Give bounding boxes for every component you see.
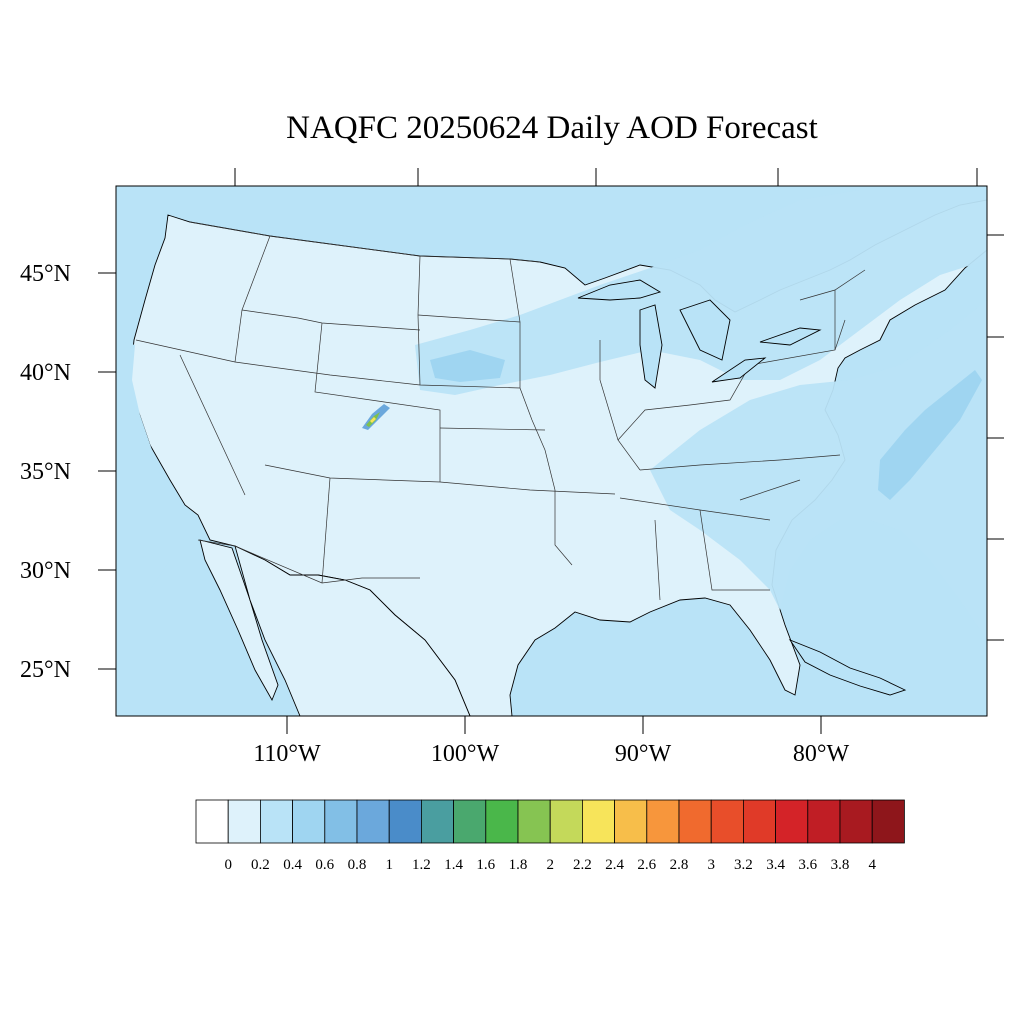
colorbar-label: 3.2 — [734, 857, 753, 873]
lon-label: 110°W — [253, 741, 321, 767]
colorbar-swatch — [453, 799, 487, 844]
colorbar-swatch — [227, 799, 261, 844]
colorbar-swatch — [839, 799, 873, 844]
colorbar-swatch — [614, 799, 648, 844]
colorbar-swatch — [775, 799, 809, 844]
map-frame — [115, 185, 988, 717]
colorbar-swatch — [195, 799, 229, 844]
colorbar-swatch — [807, 799, 841, 844]
colorbar-label: 0 — [224, 857, 232, 873]
lat-label: 30°N — [20, 558, 71, 584]
colorbar-swatch — [710, 799, 744, 844]
colorbar-label: 3 — [707, 857, 715, 873]
colorbar-swatch — [388, 799, 422, 844]
colorbar-label: 1.8 — [509, 857, 528, 873]
colorbar-swatch — [356, 799, 390, 844]
aod-band-north — [415, 190, 987, 395]
lat-label: 35°N — [20, 459, 71, 485]
longitude-labels: 110°W 100°W 90°W 80°W — [253, 741, 849, 767]
colorbar-label: 0.8 — [348, 857, 367, 873]
colorbar-label: 3.6 — [798, 857, 817, 873]
aod-plume-atlantic — [878, 370, 982, 500]
aod-plume-plains — [430, 350, 505, 382]
colorbar-swatch — [549, 799, 583, 844]
mexico-land — [234, 545, 471, 716]
colorbar-swatch — [582, 799, 616, 844]
lon-label: 90°W — [615, 741, 672, 767]
canada-border — [189, 221, 541, 263]
colorbar-label: 1.6 — [476, 857, 495, 873]
colorbar-swatch — [420, 799, 454, 844]
colorbar-swatch — [743, 799, 777, 844]
colorbar-swatch — [324, 799, 358, 844]
colorbar-swatch — [678, 799, 712, 844]
colorbar-label: 0.2 — [251, 857, 270, 873]
colorbar-label: 2.4 — [605, 857, 624, 873]
map-title: NAQFC 20250624 Daily AOD Forecast — [286, 110, 818, 146]
colorbar-swatch — [517, 799, 551, 844]
colorbar-label: 2.8 — [670, 857, 689, 873]
colorbar-label: 1.4 — [444, 857, 463, 873]
colorbar-label: 1 — [385, 857, 393, 873]
lon-label: 100°W — [431, 741, 500, 767]
latitude-labels: 45°N 40°N 35°N 30°N 25°N — [20, 261, 71, 683]
smoke-plume-yellow — [370, 417, 376, 423]
colorbar-label: 0.6 — [315, 857, 334, 873]
colorbar-label: 3.8 — [831, 857, 850, 873]
colorbar-swatch — [871, 799, 905, 844]
state-boundaries — [135, 235, 866, 601]
colorbar: 0 0.2 0.4 0.6 0.8 1 1.2 1.4 1.6 1.8 2 2.2 2.4 2.6 2.8 3… — [195, 799, 905, 873]
aod-west-coast — [116, 340, 180, 600]
lat-label: 40°N — [20, 360, 71, 386]
colorbar-label: 3.4 — [766, 857, 785, 873]
lat-label: 25°N — [20, 657, 71, 683]
cuba-island — [788, 639, 907, 696]
tick-marks — [98, 168, 1004, 734]
colorbar-swatch — [485, 799, 519, 844]
colorbar-label: 0.4 — [283, 857, 302, 873]
colorbar-swatch — [259, 799, 293, 844]
lat-label: 45°N — [20, 261, 71, 287]
aod-band-southeast — [650, 300, 987, 640]
colorbar-label: 2 — [546, 857, 554, 873]
colorbar-label: 2.6 — [637, 857, 656, 873]
great-lakes — [577, 279, 822, 389]
lon-label: 80°W — [793, 741, 850, 767]
colorbar-label: 2.2 — [573, 857, 592, 873]
map-field — [116, 186, 987, 716]
baja-peninsula — [199, 539, 279, 702]
colorbar-swatch — [646, 799, 680, 844]
colorbar-swatch — [292, 799, 326, 844]
colorbar-label: 1.2 — [412, 857, 431, 873]
colorbar-label: 4 — [868, 857, 876, 873]
